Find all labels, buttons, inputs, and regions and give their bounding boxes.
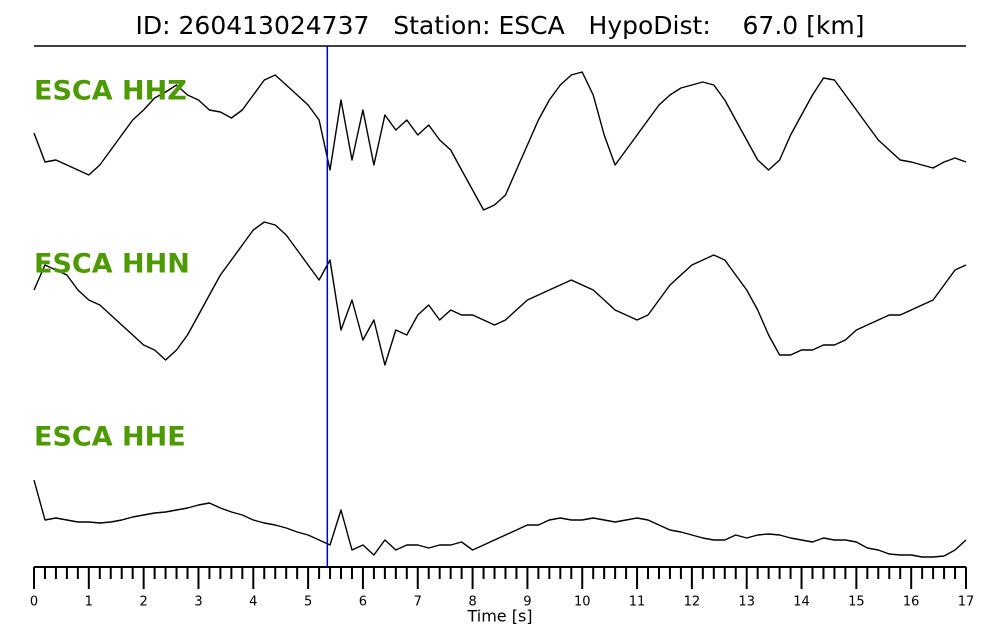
- x-tick-label: 5: [304, 595, 312, 610]
- x-tick-label: 12: [684, 595, 701, 610]
- trace: [33, 479, 967, 558]
- x-tick-label: 17: [958, 595, 975, 610]
- x-tick-label: 10: [574, 595, 591, 610]
- x-axis-label: Time [s]: [466, 607, 532, 626]
- x-tick-label: 14: [793, 595, 810, 610]
- x-tick-label: 4: [249, 595, 257, 610]
- x-tick-label: 1: [85, 595, 93, 610]
- x-tick-label: 7: [414, 595, 422, 610]
- x-tick-label: 11: [629, 595, 646, 610]
- x-tick-label: 0: [30, 595, 38, 610]
- x-tick-label: 8: [468, 595, 476, 610]
- x-tick-label: 6: [359, 595, 367, 610]
- x-tick-label: 15: [848, 595, 865, 610]
- trace-label: ESCA HHE: [34, 422, 186, 453]
- trace-label: ESCA HHN: [34, 249, 190, 280]
- trace: [33, 71, 967, 211]
- chart-title: ID: 260413024737 Station: ESCA HypoDist:…: [136, 11, 865, 40]
- x-tick-label: 9: [523, 595, 531, 610]
- x-tick-label: 16: [903, 595, 920, 610]
- x-tick-label: 3: [194, 595, 202, 610]
- trace: [33, 221, 967, 366]
- x-tick-label: 2: [140, 595, 148, 610]
- x-tick-label: 13: [738, 595, 755, 610]
- trace-label: ESCA HHZ: [34, 76, 187, 107]
